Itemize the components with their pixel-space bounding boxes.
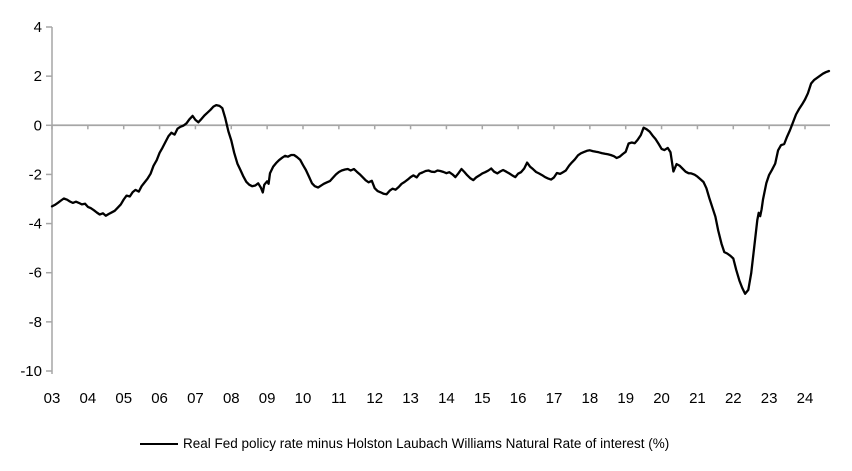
- legend: Real Fed policy rate minus Holston Lauba…: [140, 436, 669, 451]
- y-tick-label: 0: [34, 117, 42, 134]
- x-tick-label: 05: [115, 390, 132, 407]
- legend-label: Real Fed policy rate minus Holston Lauba…: [183, 436, 670, 451]
- series-line: [50, 69, 831, 295]
- y-tick-label: -8: [29, 314, 42, 331]
- x-tick-label: 11: [331, 390, 347, 407]
- x-tick-label: 10: [295, 390, 312, 407]
- y-tick-label: -2: [29, 166, 42, 183]
- x-tick-label: 07: [187, 390, 204, 407]
- x-tick-label: 13: [402, 390, 419, 407]
- x-tick-label: 14: [438, 390, 455, 407]
- x-tick-label: 21: [689, 390, 706, 407]
- x-tick-label: 04: [80, 390, 97, 407]
- y-tick-label: -10: [20, 363, 42, 380]
- x-tick-label: 12: [366, 390, 383, 407]
- legend-line-swatch: [140, 442, 178, 445]
- x-tick-label: 15: [474, 390, 491, 407]
- y-tick-label: -6: [29, 265, 42, 282]
- x-tick-label: 20: [653, 390, 670, 407]
- x-tick-label: 08: [223, 390, 240, 407]
- x-tick-label: 09: [259, 390, 276, 407]
- x-tick-label: 23: [761, 390, 778, 407]
- y-tick-label: 4: [34, 19, 42, 36]
- x-tick-label: 19: [617, 390, 634, 407]
- x-tick-label: 03: [44, 390, 61, 407]
- x-tick-label: 24: [797, 390, 814, 407]
- y-tick-label: -4: [29, 216, 42, 233]
- x-tick-label: 22: [725, 390, 742, 407]
- x-tick-label: 16: [510, 390, 527, 407]
- x-tick-label: 06: [151, 390, 168, 407]
- y-tick-label: 2: [34, 68, 42, 85]
- x-tick-label: 17: [546, 390, 563, 407]
- x-tick-label: 18: [582, 390, 599, 407]
